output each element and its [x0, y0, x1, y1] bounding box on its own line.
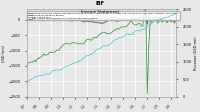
Text: Income Statement: Income Statement: [81, 10, 119, 14]
Y-axis label: Revenue (USD mn): Revenue (USD mn): [194, 36, 198, 70]
Y-axis label: USD (mn): USD (mn): [2, 44, 6, 61]
Legend: Income Loss From Continuing Operations Before Income Taxes Minority Interest And: Income Loss From Continuing Operations B…: [27, 11, 180, 20]
Text: IBF: IBF: [96, 1, 104, 6]
